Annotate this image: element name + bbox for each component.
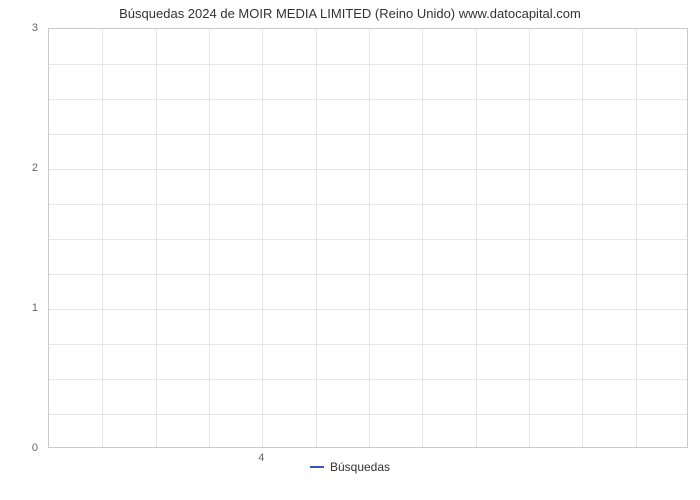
gridline-horizontal bbox=[49, 239, 687, 240]
legend-series-line bbox=[310, 466, 324, 468]
y-tick-label: 2 bbox=[0, 162, 38, 174]
gridline-horizontal bbox=[49, 344, 687, 345]
gridline-horizontal bbox=[49, 204, 687, 205]
gridline-horizontal bbox=[49, 274, 687, 275]
gridline-horizontal bbox=[49, 99, 687, 100]
gridline-vertical bbox=[316, 29, 317, 447]
chart-title: Búsquedas 2024 de MOIR MEDIA LIMITED (Re… bbox=[0, 6, 700, 21]
gridline-horizontal bbox=[49, 134, 687, 135]
gridline-horizontal bbox=[49, 309, 687, 310]
gridline-vertical bbox=[422, 29, 423, 447]
gridline-vertical bbox=[209, 29, 210, 447]
gridline-vertical bbox=[476, 29, 477, 447]
gridline-vertical bbox=[636, 29, 637, 447]
legend-series-label: Búsquedas bbox=[330, 460, 390, 474]
gridline-horizontal bbox=[49, 169, 687, 170]
gridline-horizontal bbox=[49, 414, 687, 415]
chart-container: Búsquedas 2024 de MOIR MEDIA LIMITED (Re… bbox=[0, 0, 700, 500]
gridline-vertical bbox=[529, 29, 530, 447]
gridline-horizontal bbox=[49, 379, 687, 380]
y-tick-label: 1 bbox=[0, 302, 38, 314]
gridline-vertical bbox=[582, 29, 583, 447]
gridline-horizontal bbox=[49, 64, 687, 65]
gridline-vertical bbox=[369, 29, 370, 447]
y-tick-label: 0 bbox=[0, 442, 38, 454]
gridline-vertical bbox=[262, 29, 263, 447]
y-tick-label: 3 bbox=[0, 22, 38, 34]
gridline-vertical bbox=[156, 29, 157, 447]
plot-area bbox=[48, 28, 688, 448]
gridline-vertical bbox=[102, 29, 103, 447]
legend: Búsquedas bbox=[0, 460, 700, 474]
